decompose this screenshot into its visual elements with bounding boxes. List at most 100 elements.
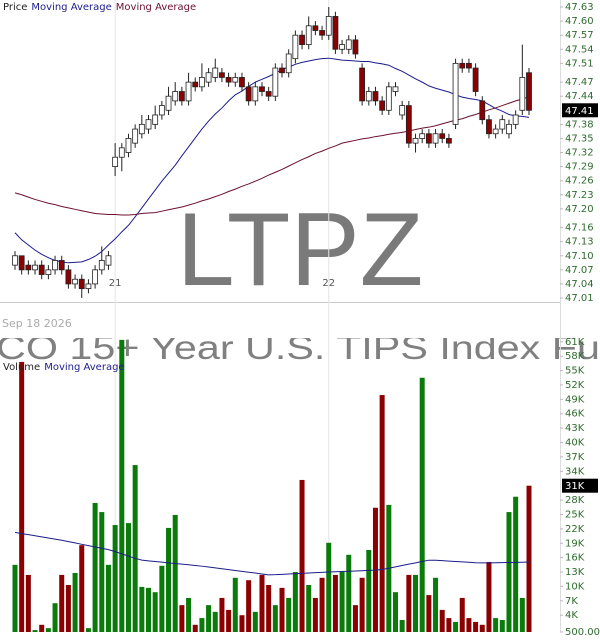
candle-body (486, 119, 492, 135)
candle-body (85, 283, 92, 290)
candle-body (192, 81, 199, 88)
watermark: LTPZ (177, 192, 424, 308)
volume-bar (85, 628, 91, 632)
moving-average-line (14, 57, 530, 264)
volume-bar (259, 574, 265, 632)
y-tick-label: 25K (565, 509, 585, 520)
y-tick-label: 47.20 (565, 204, 594, 215)
volume-bar (206, 605, 212, 632)
y-tick-label: 55K (565, 366, 585, 377)
candle-body (506, 123, 512, 135)
candle-body (419, 133, 426, 139)
candle-body (392, 86, 399, 92)
candle-body (225, 77, 232, 83)
y-tick-label: 47.07 (565, 265, 594, 276)
candle-body (499, 119, 506, 130)
candle-body (526, 72, 532, 111)
y-tick-label: 500.00 (565, 627, 600, 638)
candle-body (292, 34, 299, 60)
y-tick-label: 47.29 (565, 162, 594, 173)
candle-body (272, 67, 279, 97)
volume-bar (306, 584, 312, 632)
volume-bar (166, 527, 172, 632)
date-label: Sep 18 2026 (2, 317, 72, 330)
candle-body (18, 255, 25, 271)
y-tick-label: 47.10 (565, 251, 594, 262)
volume-bar (426, 595, 432, 632)
candle-body (45, 269, 52, 275)
volume-bar (59, 574, 65, 632)
candle-body (92, 269, 99, 285)
candle-body (425, 133, 432, 144)
moving-average-line (14, 531, 530, 576)
y-tick-label: 47.60 (565, 16, 594, 27)
volume-bar (32, 630, 38, 632)
volume-bar (506, 512, 512, 632)
fund-name: CO 15+ Year U.S. TIPS Index Fu (0, 329, 600, 366)
volume-bar (299, 479, 305, 632)
candle-body (145, 119, 152, 130)
volume-bar (346, 554, 352, 632)
y-tick-label: 40K (565, 438, 585, 449)
volume-bar (413, 574, 419, 632)
candle-body (252, 86, 259, 102)
volume-bar (232, 577, 238, 632)
y-tick-label: 47.38 (565, 119, 594, 130)
candle-body (339, 44, 345, 50)
volume-bar (513, 496, 519, 632)
volume-bar (199, 618, 205, 632)
candle-body (72, 278, 78, 285)
candle-body (25, 264, 32, 271)
candle-body (412, 138, 419, 144)
y-tick-label: 47.57 (565, 30, 594, 41)
candle-body (405, 105, 412, 144)
y-tick-label: 47.13 (565, 237, 594, 248)
volume-bar (493, 618, 499, 632)
y-tick-label: 47.47 (565, 77, 594, 88)
candle-body (112, 156, 119, 168)
moving-average-line (14, 96, 530, 216)
candle-body (345, 39, 352, 50)
volume-bar (112, 525, 118, 632)
candle-body (58, 260, 65, 271)
y-tick-label: 7K (565, 596, 578, 607)
volume-bar (339, 572, 345, 632)
candle-body (132, 128, 139, 144)
candle-body (78, 278, 85, 290)
volume-bar (99, 512, 105, 632)
candle-body (305, 25, 312, 45)
volume-bar (406, 574, 412, 632)
candle-body (158, 105, 165, 116)
candle-body (279, 67, 285, 74)
candle-body (178, 91, 185, 102)
candle-body (359, 67, 366, 102)
candle-body (365, 91, 372, 102)
volume-bar (239, 615, 245, 632)
volume-bar (332, 574, 338, 632)
volume-bar (146, 587, 152, 632)
volume-bar (25, 574, 31, 632)
volume-bar (286, 597, 292, 632)
candle-body (38, 264, 45, 275)
volume-bar (279, 587, 285, 632)
candle-body (118, 147, 125, 158)
candle-body (245, 86, 252, 102)
y-tick-label: 52K (565, 380, 585, 391)
volume-bar (519, 597, 525, 632)
candle-body (165, 95, 172, 111)
volume-bar (459, 597, 465, 632)
y-tick-label: 47.44 (565, 91, 594, 102)
volume-bar (119, 339, 125, 632)
candle-body (98, 260, 105, 271)
volume-bar (65, 584, 71, 632)
last-value-label: 31K (565, 481, 585, 492)
volume-bar (526, 485, 532, 632)
candle-body (325, 16, 332, 36)
candle-body (205, 72, 212, 83)
volume-bar (352, 605, 358, 632)
volume-bar (132, 465, 138, 632)
volume-bar (45, 628, 51, 632)
volume-bar (39, 624, 45, 632)
candle-body (519, 77, 526, 111)
